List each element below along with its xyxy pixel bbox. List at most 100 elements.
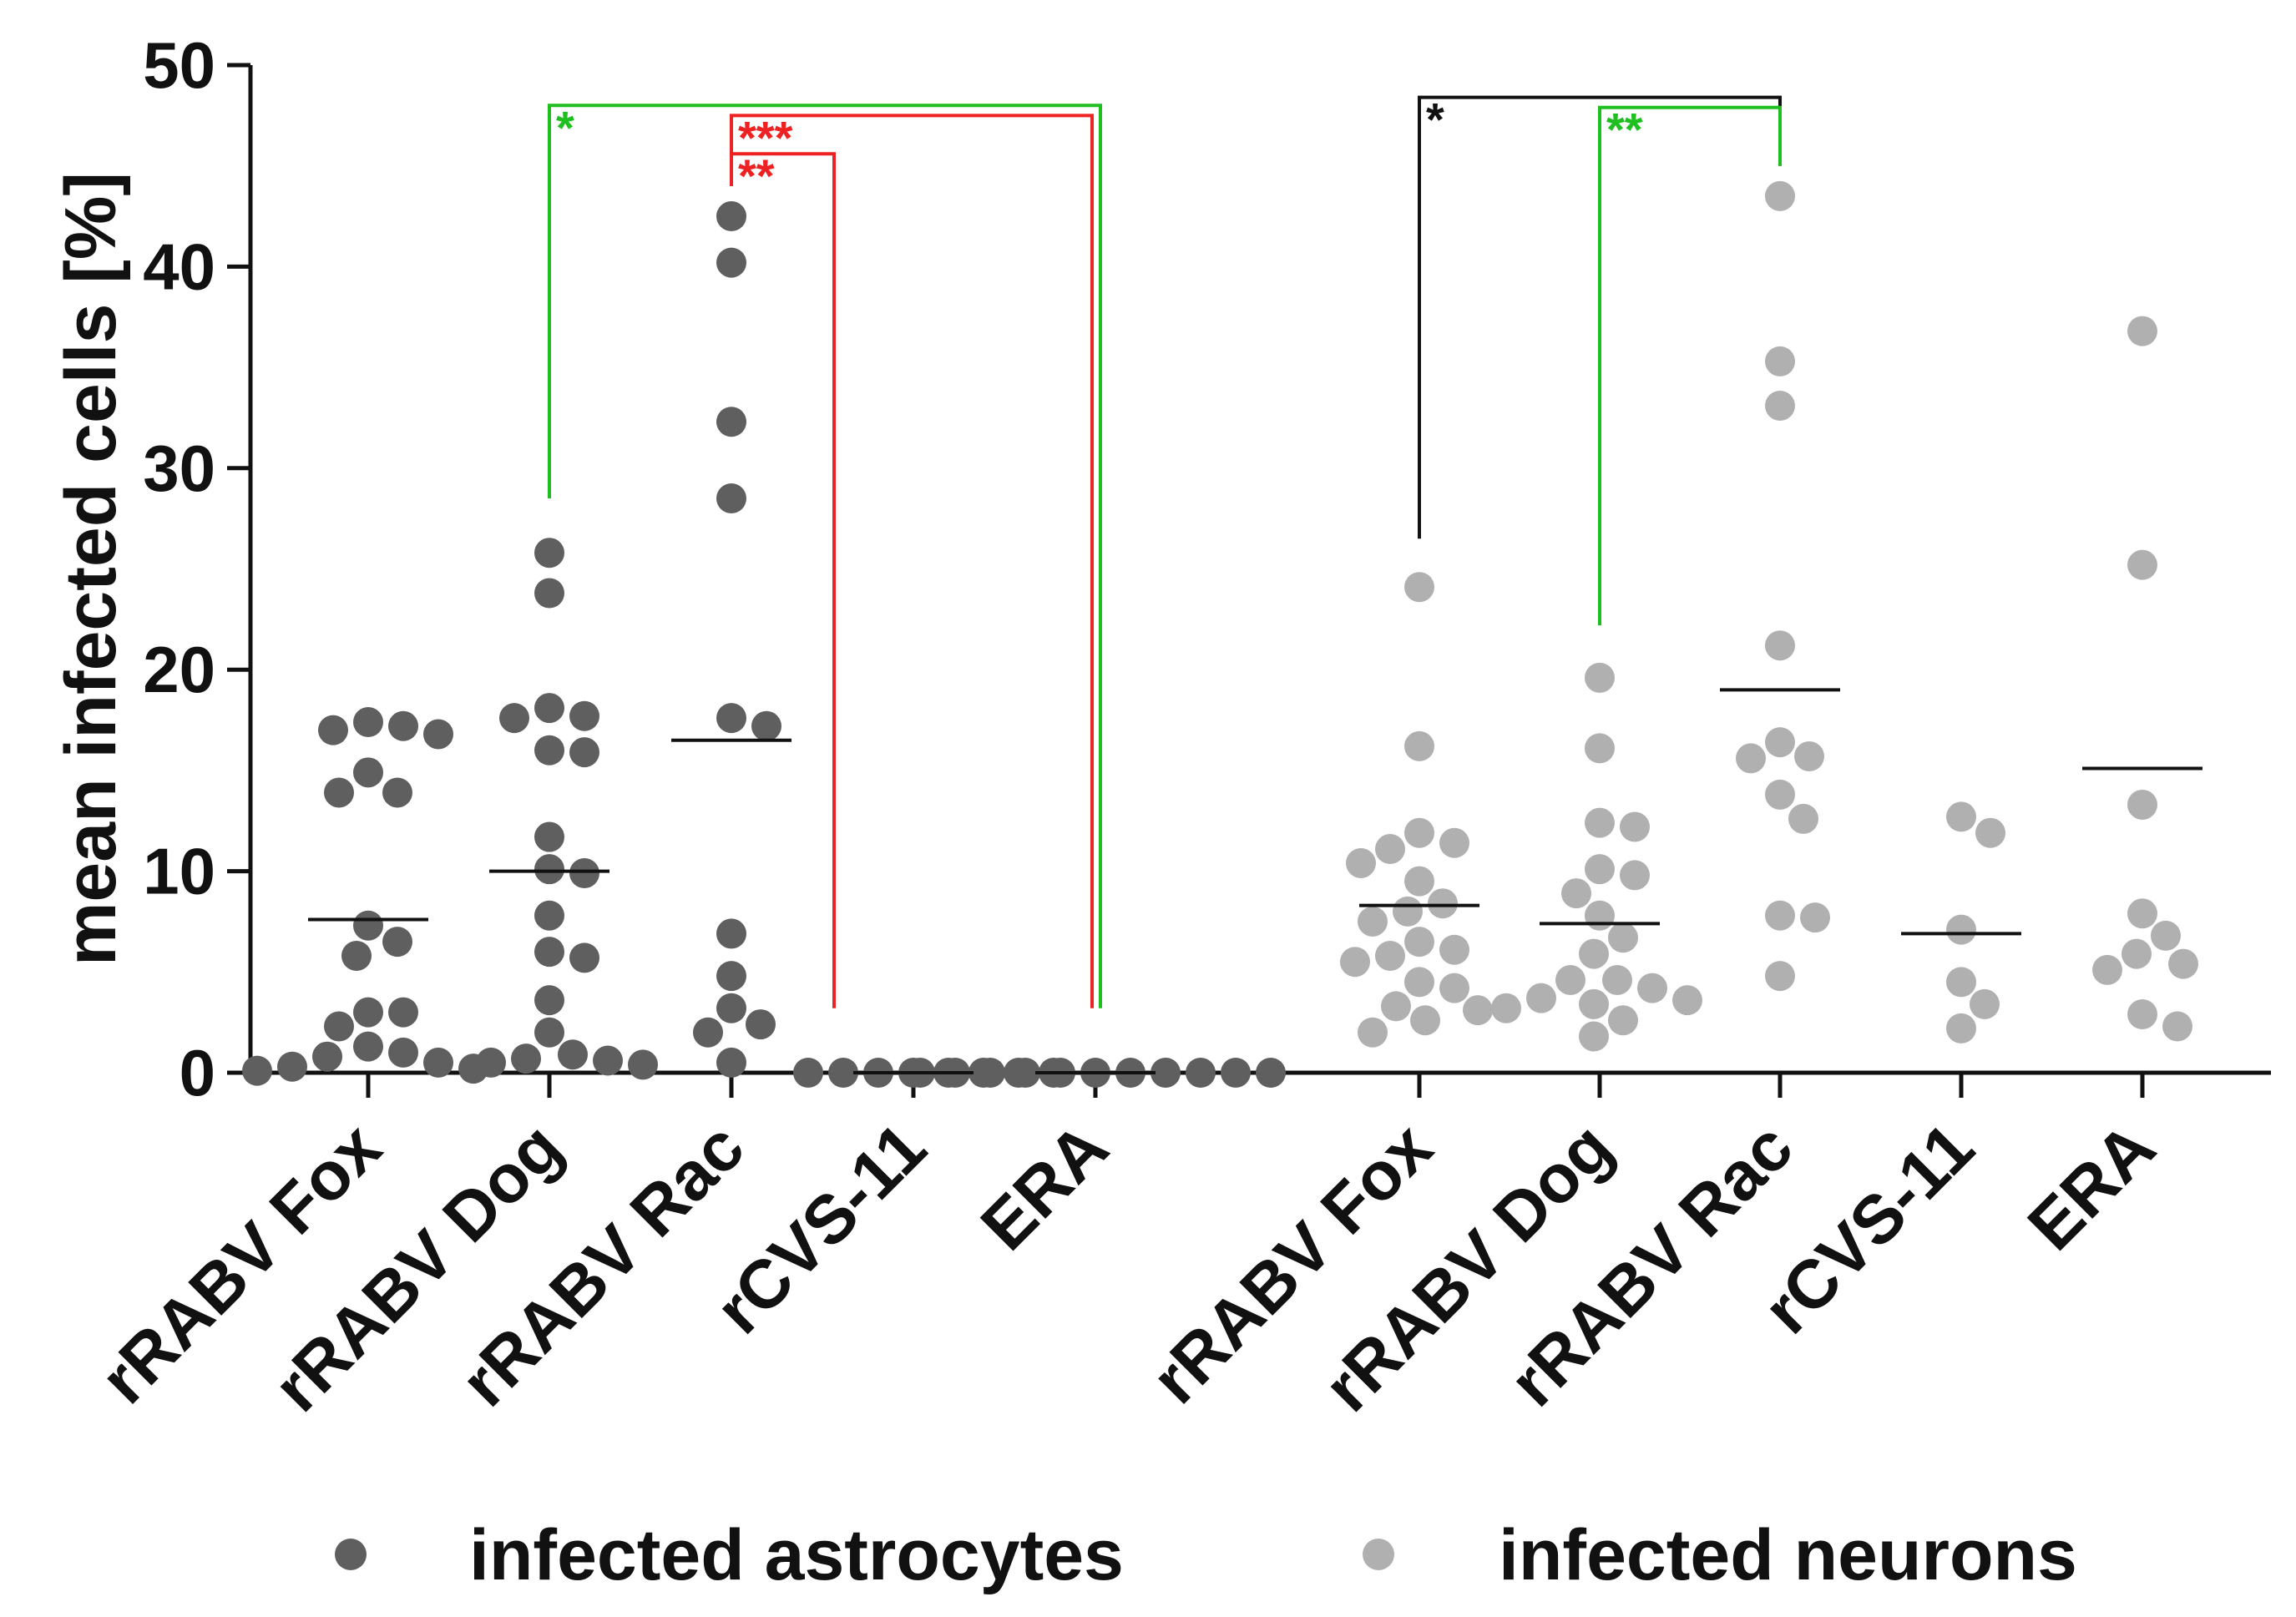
data-point xyxy=(1765,727,1795,758)
significance-bracket xyxy=(1598,105,1782,626)
data-point xyxy=(716,1047,746,1078)
data-point xyxy=(716,961,746,992)
data-point xyxy=(318,715,348,745)
y-tick-label: 50 xyxy=(143,28,215,102)
data-point xyxy=(312,1041,342,1072)
data-point xyxy=(628,1049,658,1080)
data-point xyxy=(1393,896,1423,927)
data-point xyxy=(2168,948,2198,979)
data-point xyxy=(1800,902,1830,933)
data-point xyxy=(2127,549,2157,580)
data-point xyxy=(382,777,412,808)
data-point xyxy=(534,538,564,568)
data-point xyxy=(1375,834,1405,865)
data-point xyxy=(277,1051,307,1082)
data-point xyxy=(975,1058,1005,1088)
data-point xyxy=(1620,860,1650,891)
data-point xyxy=(1585,900,1615,931)
y-tick-label: 10 xyxy=(143,835,215,908)
legend-label-neurons: infected neurons xyxy=(1499,1515,2077,1595)
data-point xyxy=(593,1045,623,1076)
data-point xyxy=(569,700,599,731)
y-axis-title: mean infected cells [%] xyxy=(51,172,131,966)
data-point xyxy=(1585,733,1615,764)
data-point xyxy=(2127,998,2157,1029)
data-point xyxy=(324,777,354,808)
data-point xyxy=(1794,741,1824,772)
legend-marker-astrocytes xyxy=(335,1539,367,1570)
data-point xyxy=(1608,1005,1638,1036)
data-point xyxy=(1585,854,1615,885)
data-point xyxy=(1439,827,1469,858)
data-point xyxy=(716,993,746,1023)
data-point xyxy=(388,1037,418,1068)
data-point xyxy=(716,201,746,232)
data-point xyxy=(1381,991,1411,1022)
data-point xyxy=(1765,961,1795,992)
y-tick-label: 20 xyxy=(143,633,215,706)
data-point xyxy=(476,1047,506,1078)
data-point xyxy=(1736,743,1766,774)
data-point xyxy=(1404,927,1434,958)
data-point xyxy=(388,710,418,741)
data-point xyxy=(353,706,383,737)
data-point xyxy=(1410,1005,1440,1036)
data-point xyxy=(1404,572,1434,603)
data-point xyxy=(1765,180,1795,211)
data-point xyxy=(242,1055,272,1086)
data-point xyxy=(1358,906,1388,937)
data-point xyxy=(746,1009,776,1040)
data-point xyxy=(1579,938,1609,969)
data-point xyxy=(1765,630,1795,661)
data-point xyxy=(534,1017,564,1048)
data-point xyxy=(1404,730,1434,761)
data-point xyxy=(1526,983,1556,1013)
data-point xyxy=(1620,811,1650,842)
data-point xyxy=(2122,938,2152,969)
data-point xyxy=(534,937,564,968)
data-point xyxy=(1946,967,1976,998)
data-point xyxy=(1340,947,1370,978)
data-point xyxy=(793,1058,823,1088)
data-point xyxy=(1672,985,1702,1016)
data-point xyxy=(353,757,383,788)
data-point xyxy=(534,578,564,609)
data-point xyxy=(353,1031,383,1062)
data-point xyxy=(2127,898,2157,929)
mean-lines xyxy=(308,688,2202,1074)
data-point xyxy=(534,854,564,885)
data-point xyxy=(1602,964,1632,995)
data-point xyxy=(1463,995,1493,1026)
data-points xyxy=(242,180,2198,1088)
data-point xyxy=(569,737,599,768)
data-point xyxy=(2151,920,2181,951)
data-point xyxy=(1765,779,1795,810)
data-point xyxy=(388,997,418,1028)
data-point xyxy=(1765,346,1795,376)
data-point xyxy=(1765,390,1795,421)
data-point xyxy=(2162,1011,2192,1042)
data-point xyxy=(1946,801,1976,832)
data-point xyxy=(1186,1058,1216,1088)
data-point xyxy=(534,900,564,931)
category-label: ERA xyxy=(967,1109,1123,1265)
data-point xyxy=(534,693,564,724)
data-point xyxy=(693,1017,723,1048)
data-point xyxy=(1491,993,1521,1023)
data-point xyxy=(1346,847,1376,878)
data-point xyxy=(1765,900,1795,931)
data-point xyxy=(1788,803,1818,834)
significance-bracket xyxy=(730,152,836,1008)
data-point xyxy=(716,247,746,278)
data-point xyxy=(558,1039,588,1070)
legend-marker-neurons xyxy=(1363,1539,1394,1570)
data-point xyxy=(1585,662,1615,693)
data-point xyxy=(382,927,412,958)
data-point xyxy=(511,1043,541,1074)
data-point xyxy=(1256,1058,1286,1088)
data-point xyxy=(534,985,564,1016)
data-point xyxy=(534,735,564,766)
y-tick-label: 30 xyxy=(143,432,215,505)
data-point xyxy=(1404,866,1434,897)
data-point xyxy=(341,940,372,971)
